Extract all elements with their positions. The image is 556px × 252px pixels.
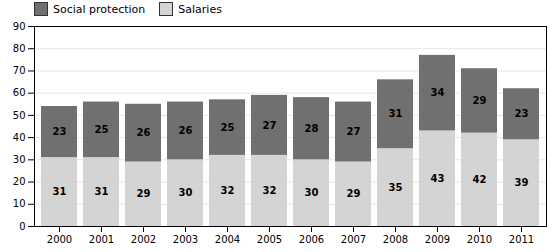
svg-text:29: 29 [473, 95, 487, 106]
svg-text:35: 35 [389, 182, 403, 193]
svg-text:2005: 2005 [257, 234, 282, 245]
svg-text:25: 25 [95, 124, 109, 135]
svg-text:0: 0 [19, 221, 25, 232]
svg-text:60: 60 [13, 87, 26, 98]
svg-text:32: 32 [263, 185, 277, 196]
svg-text:90: 90 [13, 21, 26, 32]
svg-text:27: 27 [263, 120, 277, 131]
svg-text:2008: 2008 [383, 234, 408, 245]
html-text:Salaries: Salaries [178, 2, 222, 16]
svg-text:26: 26 [179, 125, 193, 136]
svg-text:2004: 2004 [215, 234, 240, 245]
svg-text:31: 31 [53, 186, 67, 197]
svg-text:23: 23 [515, 108, 529, 119]
svg-text:50: 50 [13, 110, 26, 121]
svg-text:2011: 2011 [509, 234, 534, 245]
svg-text:2002: 2002 [131, 234, 156, 245]
svg-text:2007: 2007 [341, 234, 366, 245]
svg-text:40: 40 [13, 132, 26, 143]
svg-text:26: 26 [137, 127, 151, 138]
svg-text:30: 30 [305, 187, 319, 198]
svg-text:30: 30 [179, 187, 193, 198]
svg-text:23: 23 [53, 126, 67, 137]
svg-text:2006: 2006 [299, 234, 324, 245]
svg-text:2000: 2000 [47, 234, 72, 245]
svg-text:39: 39 [515, 177, 529, 188]
svg-text:2010: 2010 [467, 234, 492, 245]
svg-text:70: 70 [13, 65, 26, 76]
svg-text:20: 20 [13, 176, 26, 187]
svg-text:31: 31 [95, 186, 109, 197]
svg-text:2009: 2009 [425, 234, 450, 245]
svg-text:2003: 2003 [173, 234, 198, 245]
svg-text:43: 43 [431, 173, 445, 184]
svg-text:27: 27 [347, 126, 361, 137]
svg-text:2001: 2001 [89, 234, 114, 245]
svg-text:10: 10 [13, 198, 26, 209]
svg-text:34: 34 [431, 87, 445, 98]
svg-text:28: 28 [305, 123, 319, 134]
svg-text:42: 42 [473, 174, 487, 185]
svg-text:29: 29 [137, 188, 151, 199]
svg-text:32: 32 [221, 185, 235, 196]
svg-text:31: 31 [389, 108, 403, 119]
svg-text:25: 25 [221, 122, 235, 133]
svg-text:80: 80 [13, 43, 26, 54]
svg-text:29: 29 [347, 188, 361, 199]
html-text:Social protection: Social protection [53, 2, 146, 16]
svg-text:30: 30 [13, 154, 26, 165]
